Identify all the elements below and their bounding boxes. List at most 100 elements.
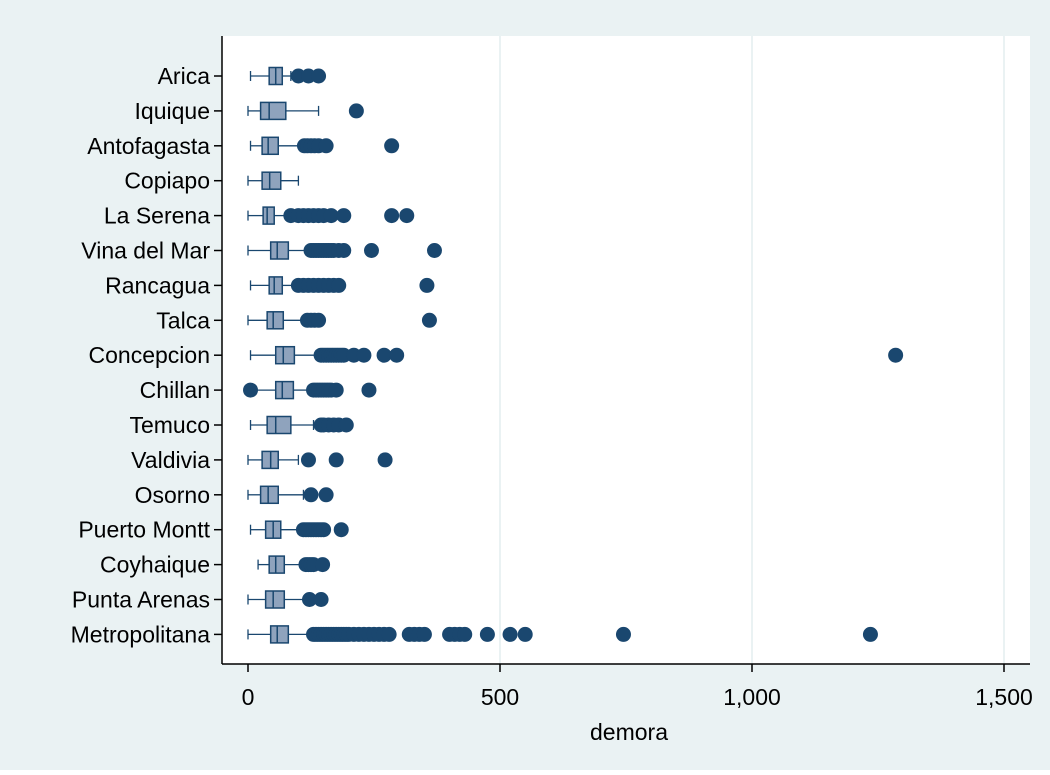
outlier-point [300,452,316,468]
outlier-point [336,208,352,224]
iqr-box [268,555,286,574]
category-label: Antofagasta [87,133,210,159]
outlier-point [301,592,317,607]
iqr-box [268,276,284,295]
outlier-point [426,243,442,258]
x-tick-label: 1,000 [723,684,781,710]
outlier-point [303,487,319,503]
outlier-point [328,452,344,468]
category-label: Puerto Montt [78,517,210,543]
iqr-box [262,206,275,225]
box-row [247,450,393,470]
iqr-box [266,415,292,435]
x-ticks: 0 500 1,000 1,500 [242,664,1033,710]
x-tick-label: 1,500 [975,684,1033,710]
iqr-box [259,485,279,505]
outlier-point [888,347,904,363]
iqr-box [261,136,279,156]
box-row [247,590,329,609]
category-label: Metropolitana [71,621,211,647]
outlier-point [356,347,372,363]
outlier-point [517,626,533,642]
outlier-point [381,626,397,642]
category-label: Valdivia [131,447,210,473]
outlier-point [419,277,435,293]
category-label: Talca [156,307,210,333]
outlier-point [316,522,332,538]
box-row [249,136,400,156]
outlier-point [384,138,400,154]
category-label: Iquique [135,98,210,124]
outlier-point [323,208,339,224]
outlier-point [502,626,518,642]
outlier-point [376,347,392,363]
box-row [247,485,334,505]
outlier-point [243,382,259,398]
category-label: Chillan [140,377,210,403]
iqr-box [274,380,295,400]
box-row [247,311,437,330]
outlier-point [331,277,347,293]
category-label: Punta Arenas [72,587,210,613]
outlier-point [318,487,334,503]
outlier-point [363,243,379,258]
category-label: Concepcion [89,342,210,368]
iqr-box [269,241,290,260]
outlier-point [361,382,377,398]
outlier-point [416,626,432,642]
box-row [249,415,354,435]
box-row [249,345,904,365]
outlier-point [333,522,349,538]
x-tick-label: 0 [242,684,255,710]
box-row [249,66,327,86]
outlier-point [421,312,437,328]
iqr-box [259,101,287,121]
category-label: Arica [158,63,211,89]
boxes-group [243,66,904,644]
box-row [257,555,331,574]
y-tick-labels: Arica Iquique Antofagasta Copiapo La Serena V… [71,63,222,647]
outlier-point [336,243,352,258]
box-row [243,380,377,400]
outlier-point [328,382,344,398]
category-label: Vina del Mar [81,238,210,264]
box-row [249,276,435,295]
category-label: La Serena [104,203,210,229]
box-row [247,171,300,190]
outlier-point [338,417,354,433]
iqr-box [266,311,285,330]
iqr-box [264,590,286,609]
category-label: Rancagua [105,272,210,298]
outlier-point [457,626,473,642]
category-label: Osorno [135,482,210,508]
category-label: Copiapo [124,168,210,194]
gridlines [499,36,1005,664]
outlier-point [399,208,415,224]
box-row [249,520,349,539]
outlier-point [377,452,393,468]
box-row [247,625,878,644]
outlier-point [479,626,495,642]
iqr-box [274,345,296,365]
outlier-point [313,592,329,607]
outlier-point [384,208,400,224]
iqr-box [261,171,282,190]
outlier-point [311,312,327,328]
x-axis-title: demora [590,719,668,745]
category-label: Coyhaique [100,552,210,578]
box-row [247,101,364,121]
category-label: Temuco [129,412,210,438]
outlier-point [862,626,878,642]
iqr-box [269,625,290,644]
box-row [247,206,415,225]
outlier-point [615,626,631,642]
outlier-point [311,68,327,84]
outlier-point [348,103,364,119]
outlier-point [315,557,331,573]
x-tick-label: 500 [481,684,519,710]
outlier-point [318,138,334,154]
box-row [247,241,442,260]
outlier-point [389,347,405,363]
